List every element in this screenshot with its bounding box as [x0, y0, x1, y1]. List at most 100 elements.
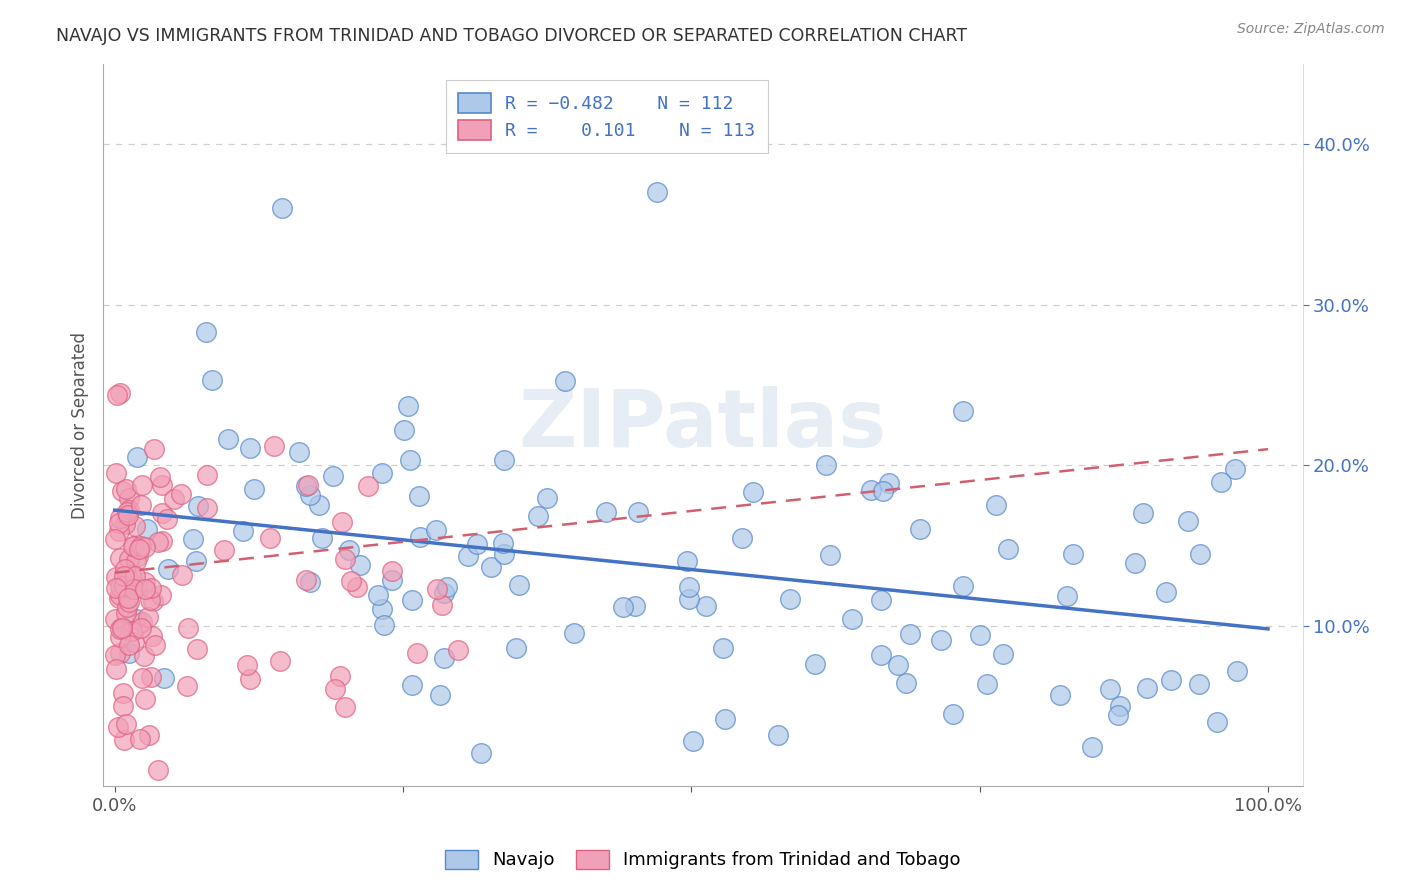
Point	[898, 627, 921, 641]
Point	[408, 489, 430, 503]
Point	[997, 541, 1019, 556]
Point	[887, 657, 910, 672]
Point	[399, 452, 422, 467]
Point	[870, 648, 893, 662]
Point	[135, 522, 157, 536]
Point	[139, 581, 162, 595]
Point	[118, 491, 141, 505]
Point	[287, 444, 309, 458]
Point	[1223, 461, 1246, 475]
Point	[330, 515, 353, 529]
Point	[371, 602, 394, 616]
Point	[150, 534, 173, 549]
Point	[942, 706, 965, 721]
Text: NAVAJO VS IMMIGRANTS FROM TRINIDAD AND TOBAGO DIVORCED OR SEPARATED CORRELATION : NAVAJO VS IMMIGRANTS FROM TRINIDAD AND T…	[56, 27, 967, 45]
Point	[612, 599, 634, 614]
Point	[433, 585, 456, 599]
Point	[104, 662, 127, 676]
Point	[322, 468, 344, 483]
Point	[201, 373, 224, 387]
Point	[357, 479, 380, 493]
Point	[297, 477, 319, 491]
Point	[232, 524, 254, 538]
Point	[409, 530, 432, 544]
Point	[969, 628, 991, 642]
Point	[108, 631, 131, 645]
Point	[436, 580, 458, 594]
Point	[470, 746, 492, 760]
Point	[176, 679, 198, 693]
Point	[141, 670, 163, 684]
Point	[329, 669, 352, 683]
Point	[108, 581, 131, 595]
Point	[108, 646, 131, 660]
Point	[492, 536, 515, 550]
Point	[595, 505, 617, 519]
Point	[118, 646, 141, 660]
Point	[815, 458, 838, 473]
Point	[108, 511, 131, 525]
Point	[125, 450, 148, 464]
Point	[401, 678, 423, 692]
Point	[371, 466, 394, 480]
Point	[131, 478, 153, 492]
Point	[818, 548, 841, 562]
Point	[176, 621, 198, 635]
Point	[627, 504, 650, 518]
Point	[104, 466, 127, 480]
Point	[114, 516, 136, 531]
Point	[479, 559, 502, 574]
Point	[111, 686, 134, 700]
Point	[457, 549, 479, 563]
Point	[714, 712, 737, 726]
Point	[1226, 664, 1249, 678]
Point	[349, 558, 371, 572]
Point	[373, 618, 395, 632]
Point	[127, 549, 149, 563]
Point	[131, 615, 153, 629]
Point	[143, 638, 166, 652]
Point	[1062, 547, 1084, 561]
Point	[148, 534, 170, 549]
Point	[877, 475, 900, 490]
Point	[129, 540, 152, 554]
Point	[645, 186, 668, 200]
Point	[896, 676, 918, 690]
Point	[429, 688, 451, 702]
Point	[115, 599, 138, 614]
Point	[195, 501, 218, 516]
Point	[1154, 585, 1177, 599]
Point	[195, 325, 218, 339]
Point	[1211, 475, 1233, 489]
Point	[141, 629, 163, 643]
Point	[115, 482, 138, 496]
Point	[1108, 699, 1130, 714]
Point	[112, 569, 135, 583]
Point	[1187, 677, 1209, 691]
Point	[150, 507, 173, 521]
Point	[859, 483, 882, 497]
Point	[122, 539, 145, 553]
Point	[111, 619, 134, 633]
Point	[766, 728, 789, 742]
Point	[465, 537, 488, 551]
Point	[134, 575, 156, 590]
Point	[142, 442, 165, 457]
Point	[1189, 547, 1212, 561]
Point	[156, 562, 179, 576]
Point	[156, 512, 179, 526]
Point	[117, 508, 139, 523]
Point	[142, 594, 165, 608]
Point	[107, 591, 129, 605]
Point	[295, 479, 318, 493]
Point	[742, 485, 765, 500]
Point	[107, 720, 129, 734]
Point	[217, 432, 239, 446]
Point	[952, 404, 974, 418]
Point	[367, 588, 389, 602]
Point	[150, 477, 173, 491]
Point	[695, 599, 717, 613]
Point	[129, 498, 152, 512]
Point	[163, 492, 186, 507]
Point	[984, 498, 1007, 512]
